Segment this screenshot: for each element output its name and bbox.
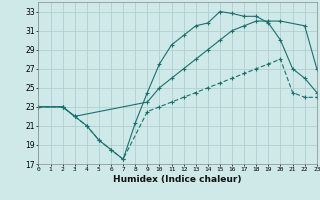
X-axis label: Humidex (Indice chaleur): Humidex (Indice chaleur) [113,175,242,184]
